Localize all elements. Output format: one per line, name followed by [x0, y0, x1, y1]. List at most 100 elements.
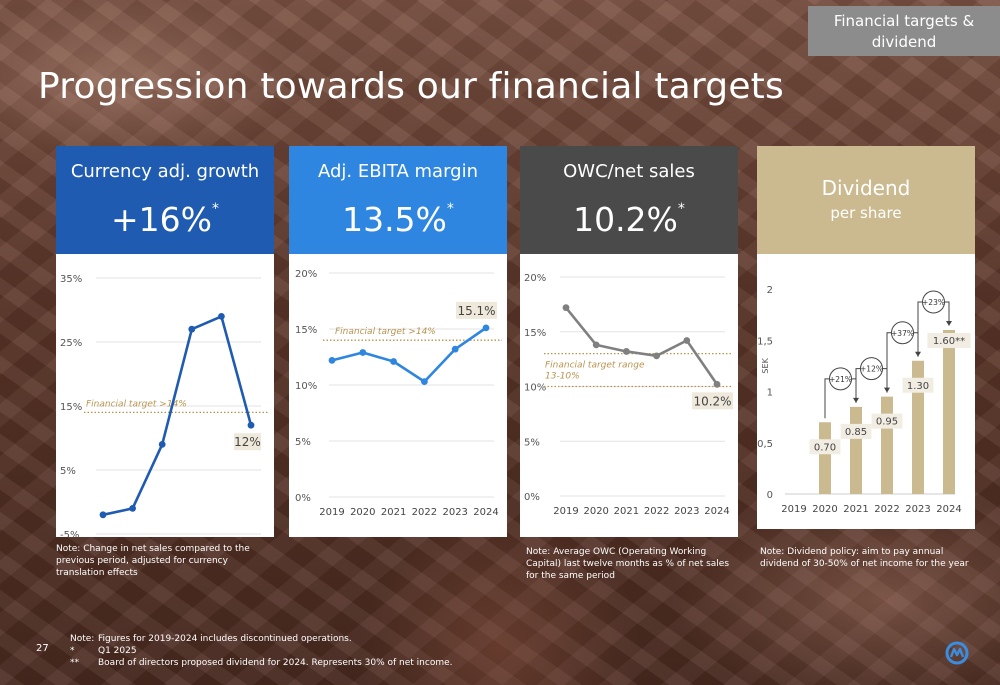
- x-tick-label: 2022: [412, 507, 437, 518]
- dividend-card-subtitle: per share: [830, 204, 902, 222]
- company-logo-icon: [945, 641, 969, 665]
- x-tick-label: 2023: [442, 507, 467, 518]
- ebita-line-chart: 0% 5% 10% 15% 20% 2019 2020 2021 2022 2023 2024 Fin…: [295, 269, 502, 518]
- growth-label: +37%: [891, 329, 914, 338]
- x-tick-label: 2022: [874, 504, 899, 515]
- x-tick-label: 2019: [553, 506, 578, 517]
- section-tag: Financial targets & dividend: [808, 6, 1000, 56]
- x-tick-label: 2023: [674, 506, 699, 517]
- growth-label: +21%: [829, 375, 852, 384]
- bar-value-label: 1.30: [907, 381, 929, 392]
- data-point: [129, 505, 136, 512]
- ebita-card-value: 13.5%*: [342, 200, 454, 239]
- dividend-note: Note: Dividend policy: aim to pay annual…: [760, 547, 969, 569]
- x-tick-label: 2021: [381, 507, 406, 518]
- dividend-bar: [881, 396, 893, 494]
- series-line: [102, 315, 253, 517]
- owc-card: OWC/net sales 10.2%* 0% 5% 10% 15% 20% 2019 20…: [520, 146, 738, 537]
- y-tick-label: 20%: [524, 273, 546, 284]
- growth-card: Currency adj. growth +16%* -5% 5% 15% 25% 35…: [56, 146, 274, 537]
- y-tick-label: 0: [767, 490, 773, 501]
- dividend-card: Dividend per share 0 0,5 1 1,5 2 SEK 2019 2020 2…: [757, 146, 975, 529]
- x-tick-label: 2024: [704, 506, 729, 517]
- dividend-bar: [819, 422, 831, 494]
- x-tick-label: 2020: [583, 506, 608, 517]
- bar-label-box: [809, 439, 841, 455]
- ebita-card-title: Adj. EBITA margin: [317, 161, 478, 182]
- growth-bubble: [860, 357, 883, 381]
- y-axis-label: SEK: [761, 357, 770, 373]
- target-label: 13-10%: [545, 372, 580, 382]
- data-point: [218, 313, 225, 320]
- page-number: 27: [36, 643, 49, 654]
- bar-label-box: [927, 333, 971, 348]
- data-point: [158, 441, 166, 448]
- dividend-bar: [912, 360, 924, 494]
- data-point: [328, 356, 336, 364]
- data-point: [713, 380, 721, 388]
- bar-value-label: 0.70: [814, 442, 836, 453]
- target-label: Financial target >14%: [86, 399, 187, 409]
- data-point: [359, 349, 367, 356]
- bar-label-box: [902, 377, 934, 393]
- data-point: [390, 358, 397, 365]
- series-line: [331, 326, 487, 383]
- y-tick-label: 5%: [295, 437, 311, 448]
- growth-bubble: [891, 321, 914, 345]
- series-line: [564, 306, 719, 386]
- bar-value-label: 0.95: [876, 417, 898, 428]
- dividend-card-title: Dividend: [821, 176, 911, 200]
- y-tick-label: 15%: [524, 328, 546, 339]
- y-tick-label: 20%: [295, 269, 317, 280]
- y-tick-label: 10%: [524, 383, 546, 394]
- y-tick-label: 0%: [295, 493, 311, 504]
- end-value-label: 10.2%: [693, 394, 731, 408]
- data-point: [247, 421, 255, 429]
- x-tick-label: 2019: [319, 507, 344, 518]
- y-tick-label: 5%: [524, 437, 540, 448]
- end-value-label: 15.1%: [457, 304, 495, 318]
- y-tick-label: -5%: [60, 530, 79, 537]
- y-tick-label: 1: [767, 388, 773, 399]
- ebita-card: Adj. EBITA margin 13.5%* 0% 5% 10% 15% 20% 20…: [289, 146, 507, 537]
- growth-card-value: +16%*: [111, 200, 219, 239]
- data-point: [683, 337, 691, 344]
- end-label-box: [234, 433, 261, 451]
- x-tick-label: 2021: [843, 504, 868, 515]
- x-tick-label: 2020: [350, 507, 375, 518]
- y-tick-label: 5%: [60, 466, 76, 477]
- data-point: [451, 345, 459, 353]
- footnote: * Q1 2025: [70, 646, 137, 656]
- data-point: [482, 324, 490, 332]
- growth-card-title: Currency adj. growth: [70, 161, 260, 182]
- growth-label: +12%: [860, 365, 883, 374]
- target-label: Financial target >14%: [335, 327, 436, 337]
- growth-line-chart: -5%5%15%25%35%201920202021202220232024Fi…: [60, 274, 269, 537]
- data-point: [99, 511, 107, 519]
- bar-label-box: [871, 413, 903, 429]
- dividend-bar: [943, 330, 955, 494]
- owc-card-title: OWC/net sales: [563, 161, 695, 182]
- owc-card-header: OWC/net sales 10.2%*: [520, 146, 738, 254]
- data-point: [421, 378, 428, 386]
- growth-bubble: [922, 290, 945, 314]
- dividend-card-header: Dividend per share: [757, 146, 975, 254]
- owc-card-value: 10.2%*: [573, 200, 685, 239]
- data-point: [188, 325, 196, 333]
- growth-label: +23%: [922, 298, 945, 307]
- y-tick-label: 0,5: [757, 439, 773, 450]
- owc-note: Note: Average OWC (Operating Working Cap…: [526, 547, 730, 581]
- dividend-bar: [850, 406, 862, 494]
- x-tick-label: 2019: [781, 504, 806, 515]
- x-tick-label: 2020: [812, 504, 837, 515]
- growth-note: Note: Change in net sales compared to th…: [56, 544, 250, 578]
- bar-label-box: [840, 423, 872, 439]
- end-label-box: [456, 301, 497, 319]
- arrow-head-icon: [946, 321, 952, 326]
- x-tick-label: 2023: [905, 504, 930, 515]
- y-tick-label: 0%: [524, 492, 540, 503]
- y-tick-label: 25%: [60, 338, 82, 349]
- x-tick-label: 2024: [936, 504, 961, 515]
- growth-bubble: [829, 367, 852, 391]
- footnote: Note: Figures for 2019-2024 includes disc…: [70, 634, 352, 644]
